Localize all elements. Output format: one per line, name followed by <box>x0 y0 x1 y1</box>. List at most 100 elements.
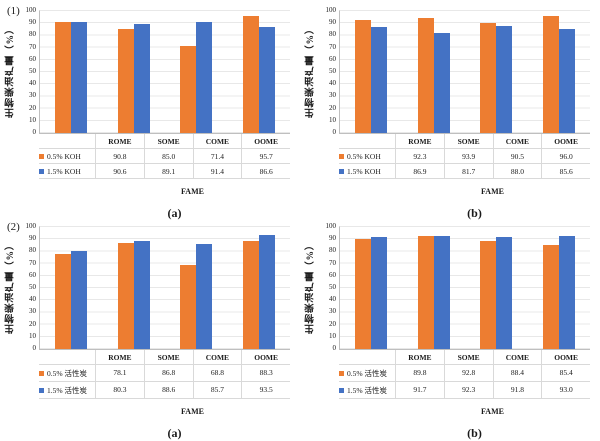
category-slot-some <box>403 11 466 133</box>
bar-rome-0-5-活性炭 <box>355 239 372 349</box>
y-tick-label: 10 <box>29 115 36 124</box>
category-header-come: COME <box>192 350 242 365</box>
legend-swatch <box>39 387 44 393</box>
y-tick-label: 10 <box>29 331 36 340</box>
y-tick-label: 70 <box>29 258 36 267</box>
y-tick-label: 100 <box>25 6 37 14</box>
y-tick-label: 70 <box>329 42 336 51</box>
value-cell-come: 91.8 <box>492 382 542 399</box>
bar-oome-1-5-koh <box>558 28 575 133</box>
value-cell-oome: 86.6 <box>241 164 290 179</box>
bar-come-0-5-活性炭 <box>180 265 197 349</box>
x-axis-title: FAME <box>181 407 204 416</box>
value-cell-come: 85.7 <box>192 382 242 399</box>
y-tick-label: 20 <box>29 319 36 328</box>
legend-label: 0.5% 活性炭 <box>47 368 87 378</box>
y-tick-label: 30 <box>29 91 36 100</box>
category-header-rome: ROME <box>395 134 444 149</box>
x-axis-title: FAME <box>481 407 504 416</box>
subfigure-label: (b) <box>467 426 482 440</box>
legend-entry: 1.5% KOH <box>339 164 395 179</box>
bar-oome-1-5-活性炭 <box>258 234 275 349</box>
y-axis-ticks: 100 90 80 70 60 50 40 30 20 10 0 <box>319 7 339 136</box>
category-slot-oome <box>228 11 291 133</box>
bar-rome-0-5-koh <box>55 22 72 133</box>
category-slot-some <box>403 227 466 349</box>
legend-swatch <box>339 168 344 174</box>
bar-chart: 生物柴油产量（%） 100 90 80 70 60 50 40 30 20 10 0 ROME SOM… <box>300 0 600 220</box>
plot-area <box>39 10 290 133</box>
bar-come-1-5-koh <box>496 25 513 133</box>
x-axis-title: FAME <box>181 187 204 196</box>
category-slot-come <box>465 227 528 349</box>
value-cell-rome: 78.1 <box>95 365 144 382</box>
category-header-rome: ROME <box>95 134 144 149</box>
y-tick-label: 0 <box>32 343 37 352</box>
legend-swatch <box>339 370 344 376</box>
category-slot-come <box>165 11 228 133</box>
legend-entry: 1.5% 活性炭 <box>39 382 95 399</box>
value-cell-rome: 90.8 <box>95 149 144 164</box>
bar-chart: 生物柴油产量（%） 100 90 80 70 60 50 40 30 20 10 0 ROME SOM… <box>300 216 600 440</box>
value-cell-some: 88.6 <box>143 382 193 399</box>
category-header-come: COME <box>192 134 242 149</box>
y-tick-label: 90 <box>329 234 336 243</box>
legend-label: 1.5% KOH <box>47 166 81 176</box>
chart-body: 生物柴油产量（%） 100 90 80 70 60 50 40 30 20 10 0 ROME SOM… <box>4 6 290 221</box>
value-cell-rome: 90.6 <box>95 164 144 179</box>
bar-some-1-5-活性炭 <box>133 240 150 349</box>
value-cell-come: 88.4 <box>492 365 542 382</box>
legend-label: 0.5% KOH <box>347 151 381 161</box>
y-tick-label: 60 <box>329 54 336 63</box>
y-tick-label: 100 <box>325 222 337 230</box>
legend-swatch <box>39 153 44 159</box>
legend-entry: 0.5% KOH <box>39 149 95 164</box>
chart-main: ROME SOME COME OOME 0.5% 活性炭 78.1 86.8 68.8 88.3… <box>39 226 290 441</box>
value-cell-rome: 86.9 <box>395 164 444 179</box>
value-cell-oome: 96.0 <box>541 149 590 164</box>
x-axis-title-row: FAME <box>39 181 290 199</box>
value-cell-oome: 93.0 <box>541 382 590 399</box>
value-cell-oome: 85.4 <box>541 365 590 382</box>
bar-come-1-5-活性炭 <box>196 244 213 349</box>
value-cell-come: 71.4 <box>192 149 242 164</box>
category-header-come: COME <box>492 350 542 365</box>
charts-grid: (1) 生物柴油产量（%） 100 90 80 70 60 50 40 30 20 10 0 ROM… <box>4 0 600 440</box>
y-axis-ticks: 100 90 80 70 60 50 40 30 20 10 0 <box>319 222 339 352</box>
bar-rome-1-5-活性炭 <box>371 237 388 349</box>
row-marker: (2) <box>7 221 20 233</box>
category-header-some: SOME <box>143 350 193 365</box>
value-cell-come: 90.5 <box>492 149 542 164</box>
y-tick-label: 40 <box>329 295 336 304</box>
y-tick-label: 100 <box>25 222 37 230</box>
y-tick-label: 20 <box>329 319 336 328</box>
value-cell-rome: 80.3 <box>95 382 144 399</box>
bar-some-0-5-活性炭 <box>117 243 134 349</box>
y-tick-label: 0 <box>32 127 37 136</box>
y-tick-label: 10 <box>329 115 336 124</box>
bar-oome-0-5-活性炭 <box>242 241 259 349</box>
x-axis-title-row: FAME <box>339 181 590 199</box>
bar-oome-0-5-koh <box>242 16 259 133</box>
bar-come-0-5-活性炭 <box>480 241 497 349</box>
y-tick-label: 30 <box>329 307 336 316</box>
y-tick-label: 50 <box>329 282 336 291</box>
y-tick-label: 10 <box>329 331 336 340</box>
y-tick-label: 20 <box>329 103 336 112</box>
legend-entry: 0.5% 活性炭 <box>339 365 395 382</box>
y-tick-label: 50 <box>29 282 36 291</box>
y-tick-label: 90 <box>29 234 36 243</box>
value-cell-oome: 88.3 <box>241 365 290 382</box>
bar-rome-1-5-活性炭 <box>71 251 88 349</box>
category-slot-rome <box>40 227 103 349</box>
legend-entry: 1.5% KOH <box>39 164 95 179</box>
category-slot-rome <box>40 11 103 133</box>
value-cell-oome: 85.6 <box>541 164 590 179</box>
bar-some-1-5-koh <box>133 24 150 133</box>
bar-rome-0-5-活性炭 <box>55 253 72 349</box>
table-corner-cell <box>339 134 395 149</box>
plot-area <box>339 10 590 133</box>
bar-come-1-5-koh <box>196 21 213 133</box>
value-cell-some: 86.8 <box>143 365 193 382</box>
y-tick-label: 20 <box>29 103 36 112</box>
